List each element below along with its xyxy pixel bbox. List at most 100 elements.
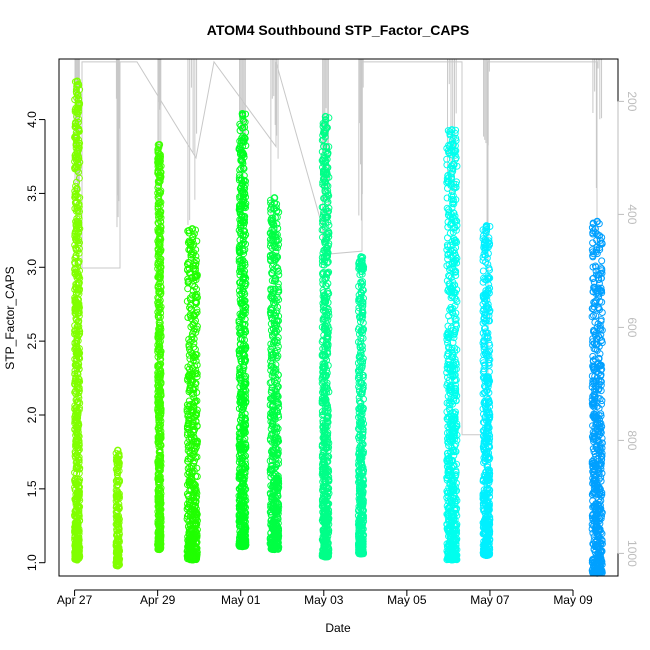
point xyxy=(237,433,245,441)
point xyxy=(236,396,244,404)
point xyxy=(113,551,121,559)
point xyxy=(184,279,192,287)
point xyxy=(154,169,162,177)
point xyxy=(451,155,459,163)
point xyxy=(275,208,283,216)
point xyxy=(450,149,458,157)
point xyxy=(184,492,192,499)
point xyxy=(241,320,249,328)
point xyxy=(237,430,245,438)
point xyxy=(267,345,275,353)
point xyxy=(239,136,247,144)
point xyxy=(240,518,248,526)
point xyxy=(357,454,365,462)
point xyxy=(235,318,243,326)
point xyxy=(193,308,201,316)
point xyxy=(157,289,165,297)
point xyxy=(357,402,365,410)
point xyxy=(274,434,282,442)
point xyxy=(115,558,123,566)
point xyxy=(449,446,456,454)
point xyxy=(74,101,82,109)
point xyxy=(318,443,326,450)
point xyxy=(357,415,365,423)
point xyxy=(186,246,194,254)
point xyxy=(75,139,83,147)
point xyxy=(191,485,199,493)
point xyxy=(359,326,367,334)
point xyxy=(157,168,165,176)
point xyxy=(156,487,164,495)
point xyxy=(274,529,282,537)
series-2 xyxy=(112,446,124,570)
point xyxy=(72,506,80,514)
point xyxy=(155,545,164,554)
point xyxy=(358,434,366,442)
point xyxy=(241,181,249,189)
point xyxy=(319,517,327,525)
point xyxy=(74,381,82,389)
point xyxy=(240,503,248,510)
point xyxy=(240,534,248,542)
point xyxy=(239,193,247,201)
point xyxy=(272,231,280,239)
point xyxy=(186,338,194,346)
point xyxy=(114,547,122,555)
point xyxy=(267,516,275,524)
point xyxy=(154,369,162,377)
point xyxy=(271,243,279,251)
point xyxy=(74,228,82,236)
point xyxy=(155,329,163,337)
point xyxy=(114,481,122,489)
point xyxy=(451,256,459,264)
point xyxy=(72,133,80,141)
point xyxy=(75,127,83,135)
point xyxy=(269,401,277,409)
point xyxy=(114,446,122,455)
point xyxy=(272,494,280,502)
point xyxy=(273,376,281,384)
point xyxy=(319,213,327,221)
point xyxy=(154,404,162,412)
point xyxy=(449,339,457,347)
point xyxy=(237,156,245,164)
point xyxy=(235,255,243,263)
point xyxy=(156,473,164,481)
point xyxy=(193,473,201,480)
point xyxy=(355,257,363,265)
point xyxy=(191,319,198,327)
point xyxy=(275,288,283,296)
point xyxy=(319,378,327,386)
point xyxy=(270,545,279,554)
point xyxy=(450,334,458,342)
point xyxy=(155,466,163,474)
point xyxy=(270,205,278,213)
point xyxy=(452,267,460,275)
point xyxy=(356,516,364,524)
point xyxy=(272,352,280,360)
point xyxy=(75,440,83,447)
point xyxy=(321,382,329,390)
point xyxy=(325,500,333,508)
point xyxy=(236,279,244,287)
point xyxy=(190,339,198,347)
point xyxy=(186,487,194,495)
point xyxy=(236,497,244,505)
point xyxy=(192,310,200,318)
point xyxy=(355,291,363,299)
point xyxy=(189,233,197,241)
point xyxy=(76,349,84,357)
point xyxy=(190,390,197,398)
point xyxy=(239,475,247,483)
series-5 xyxy=(235,109,250,551)
point xyxy=(323,273,330,281)
point xyxy=(271,463,279,471)
point xyxy=(155,418,163,426)
point xyxy=(268,201,276,209)
point xyxy=(155,154,163,162)
point xyxy=(237,345,244,353)
series-7 xyxy=(318,112,333,561)
point xyxy=(154,459,162,467)
point xyxy=(237,205,245,213)
point xyxy=(320,463,328,471)
